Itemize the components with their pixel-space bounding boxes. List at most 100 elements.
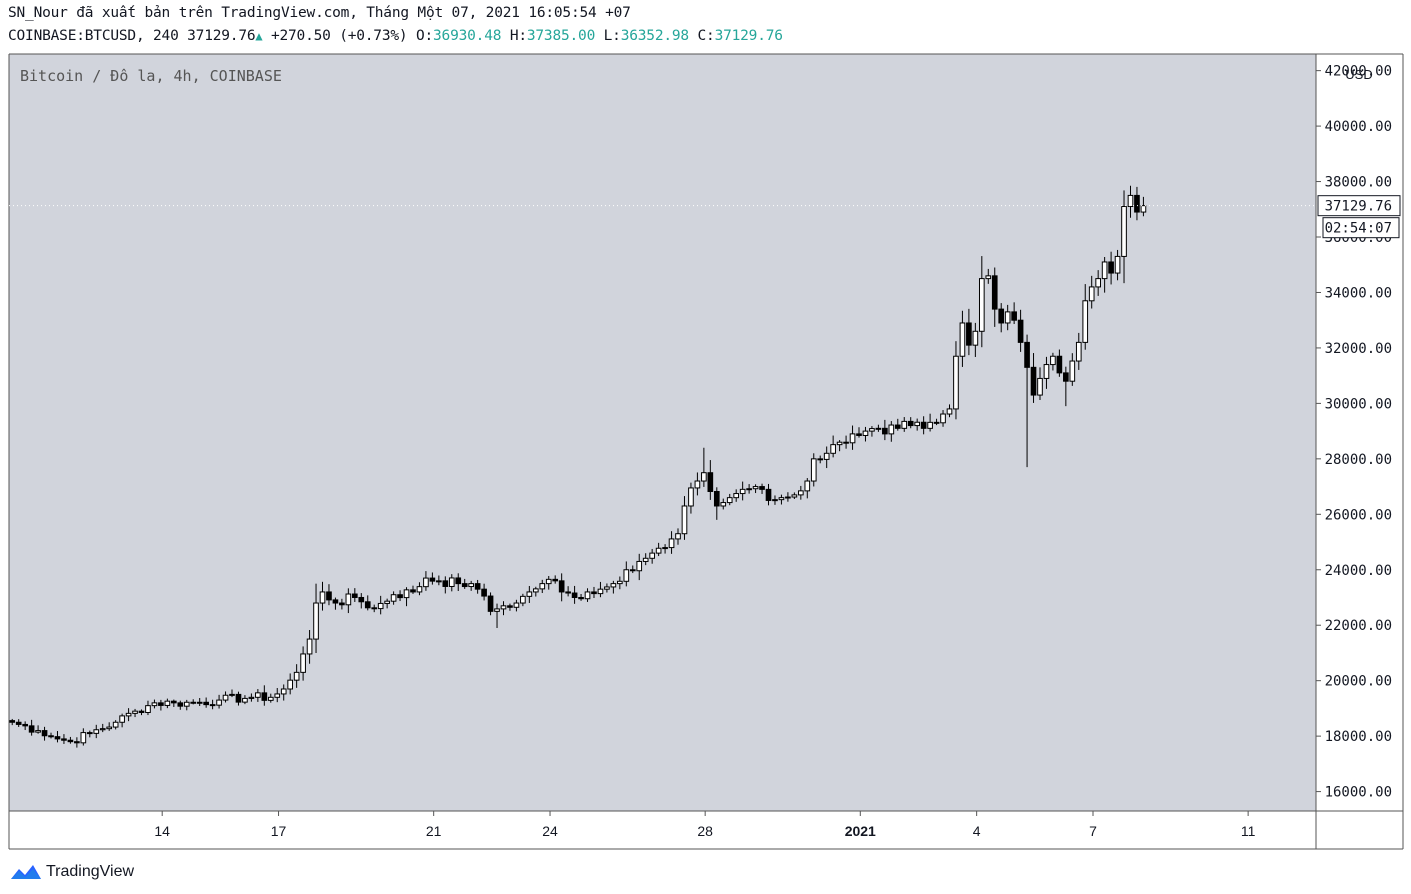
candle-body <box>183 701 190 707</box>
candle-body <box>1108 261 1114 274</box>
candle-body <box>966 322 972 346</box>
candle-body <box>629 569 636 572</box>
candle-body <box>390 594 397 602</box>
candle-body <box>364 601 371 609</box>
candle-body <box>655 547 662 554</box>
y-tick-label: 38000.00 <box>1325 175 1392 191</box>
candle-body <box>623 569 630 582</box>
candle-body <box>836 441 843 446</box>
open-label: O: <box>415 28 434 44</box>
candle-body <box>125 712 132 717</box>
candle-body <box>804 480 811 492</box>
candle-body <box>274 693 281 698</box>
candle-body <box>972 330 979 346</box>
candle-body <box>345 593 352 606</box>
candle-body <box>998 308 1005 324</box>
candle-body <box>1069 360 1076 382</box>
candle-body <box>280 688 287 695</box>
chart-pane[interactable] <box>9 54 1316 811</box>
candle-body <box>707 472 714 492</box>
candle-body <box>772 499 778 502</box>
symbol-label[interactable]: COINBASE:BTCUSD, 240 <box>8 28 179 44</box>
tradingview-footer[interactable]: TradingView <box>10 862 134 882</box>
close-label: C: <box>697 28 715 44</box>
candle-body <box>448 577 455 587</box>
candle-body <box>468 583 474 588</box>
candle-body <box>823 452 830 460</box>
x-tick-label: 28 <box>697 823 713 839</box>
candle-body <box>287 679 294 690</box>
candle-body <box>532 588 539 593</box>
y-tick-label: 42000.00 <box>1325 64 1392 80</box>
candle-body <box>235 693 242 703</box>
candle-body <box>351 593 358 598</box>
candle-body <box>177 702 184 707</box>
y-tick-label: 20000.00 <box>1325 674 1392 690</box>
candle-body <box>35 730 41 733</box>
x-tick-label: 21 <box>426 823 442 839</box>
candle-body <box>67 739 74 743</box>
candle-body <box>597 588 604 595</box>
candle-body <box>946 408 953 415</box>
candle-body <box>739 488 746 495</box>
price-axis-pane[interactable] <box>1316 54 1403 811</box>
candle-body <box>1140 205 1147 213</box>
last-price-box <box>1317 195 1401 217</box>
time-axis: 14 17 21 24 28 2021 4 7 11 <box>154 811 1256 839</box>
high-label: H: <box>509 28 527 44</box>
candle-body <box>1063 372 1069 382</box>
candle-body <box>778 497 785 501</box>
x-tick-label: 7 <box>1089 823 1097 839</box>
candle-body <box>377 602 384 610</box>
candle-body <box>862 430 869 436</box>
candle-body <box>474 583 481 590</box>
candle-body <box>927 421 933 429</box>
price-markers: 37129.76 02:54:07 <box>9 195 1401 239</box>
candle-body <box>41 730 48 737</box>
y-tick-label: 18000.00 <box>1325 729 1392 745</box>
candle-body <box>591 591 597 595</box>
candle-body <box>1082 300 1089 343</box>
candle-body <box>882 427 888 435</box>
candle-body <box>164 700 171 706</box>
candle-body <box>80 732 87 744</box>
time-axis-pane[interactable] <box>9 811 1403 849</box>
candle-body <box>293 671 300 681</box>
candle-body <box>436 580 442 583</box>
candle-body <box>300 653 306 673</box>
candle-body <box>261 692 268 701</box>
candle-body <box>196 701 203 704</box>
candle-body <box>494 608 500 612</box>
x-tick-label: 2021 <box>845 823 876 839</box>
candle-body <box>48 735 54 738</box>
currency-label: USD <box>1345 67 1372 82</box>
candle-body <box>216 699 222 706</box>
candle-body <box>610 583 617 588</box>
candle-body <box>326 591 332 601</box>
candle-body <box>461 583 468 588</box>
candle-body <box>1127 194 1134 208</box>
candle-body <box>171 700 177 704</box>
candle-body <box>158 702 164 706</box>
candle-body <box>1101 261 1108 280</box>
candle-body <box>798 490 804 496</box>
candle-body <box>1134 194 1140 213</box>
candle-body <box>371 607 378 610</box>
candle-body <box>384 600 390 604</box>
candle-body <box>151 702 158 707</box>
countdown-label: 02:54:07 <box>1325 221 1392 237</box>
candle-body <box>9 720 16 723</box>
candle-body <box>1030 366 1037 396</box>
candle-body <box>940 413 946 424</box>
candle-body <box>332 599 339 604</box>
candle-body <box>914 421 921 427</box>
x-tick-label: 11 <box>1241 823 1256 839</box>
y-tick-label: 16000.00 <box>1325 785 1392 801</box>
candle-body <box>552 578 559 582</box>
candle-body <box>978 278 985 332</box>
y-tick-label: 30000.00 <box>1325 396 1392 412</box>
candle-body <box>22 723 28 727</box>
candle-body <box>571 592 578 598</box>
candle-body <box>520 595 526 604</box>
